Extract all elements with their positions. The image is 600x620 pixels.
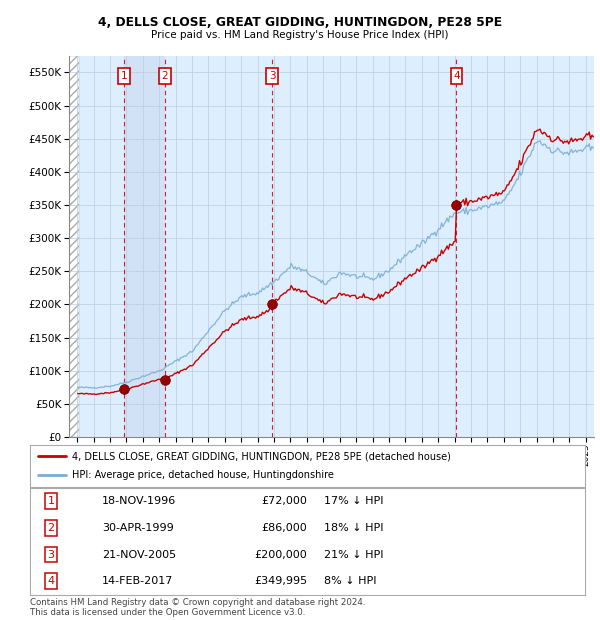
Text: 18% ↓ HPI: 18% ↓ HPI [324,523,383,533]
Text: 3: 3 [269,71,275,81]
Text: 21% ↓ HPI: 21% ↓ HPI [324,549,383,560]
Text: £86,000: £86,000 [262,523,308,533]
Text: 2: 2 [47,523,55,533]
Text: 4, DELLS CLOSE, GREAT GIDDING, HUNTINGDON, PE28 5PE: 4, DELLS CLOSE, GREAT GIDDING, HUNTINGDO… [98,16,502,29]
Text: 21-NOV-2005: 21-NOV-2005 [102,549,176,560]
Text: HPI: Average price, detached house, Huntingdonshire: HPI: Average price, detached house, Hunt… [71,470,334,480]
Text: 30-APR-1999: 30-APR-1999 [102,523,174,533]
Text: 18-NOV-1996: 18-NOV-1996 [102,496,176,507]
Text: 8% ↓ HPI: 8% ↓ HPI [324,576,377,587]
Text: 14-FEB-2017: 14-FEB-2017 [102,576,173,587]
Text: 3: 3 [47,549,55,560]
Text: 4: 4 [47,576,55,587]
Bar [69,56,79,437]
Text: 1: 1 [47,496,55,507]
Text: £349,995: £349,995 [254,576,308,587]
Text: £72,000: £72,000 [262,496,308,507]
Text: Price paid vs. HM Land Registry's House Price Index (HPI): Price paid vs. HM Land Registry's House … [151,30,449,40]
Text: Contains HM Land Registry data © Crown copyright and database right 2024.
This d: Contains HM Land Registry data © Crown c… [30,598,365,617]
Text: 2: 2 [161,71,168,81]
Text: £200,000: £200,000 [255,549,308,560]
Text: 4: 4 [453,71,460,81]
Text: 1: 1 [121,71,128,81]
Bar [124,56,164,437]
Text: 4, DELLS CLOSE, GREAT GIDDING, HUNTINGDON, PE28 5PE (detached house): 4, DELLS CLOSE, GREAT GIDDING, HUNTINGDO… [71,451,451,461]
Text: 17% ↓ HPI: 17% ↓ HPI [324,496,383,507]
